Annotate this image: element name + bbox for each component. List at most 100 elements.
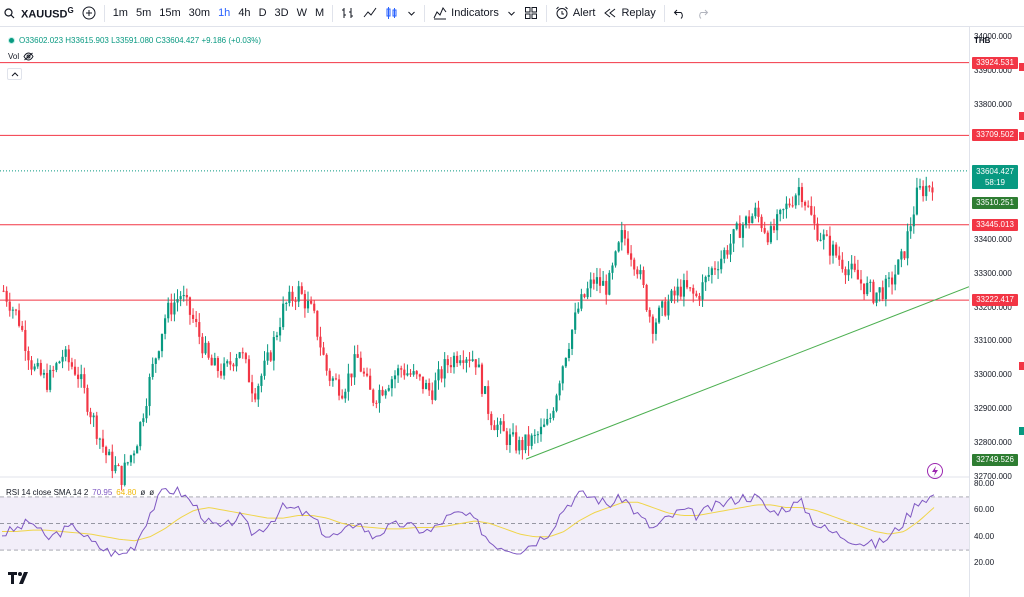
price-tick: 32800.000 (974, 437, 1012, 447)
candle-body (465, 359, 468, 363)
candle-body (191, 314, 195, 319)
collapse-legend-button[interactable] (7, 68, 22, 80)
candle-body (561, 366, 564, 384)
rsi-legend: RSI 14 close SMA 14 2 70.95 64.80 ø ø (6, 488, 154, 497)
candle-body (685, 280, 689, 288)
candle-body (570, 329, 574, 349)
candle-body (418, 374, 421, 377)
candle-body (707, 274, 710, 277)
candle-body (909, 226, 912, 232)
replay-button[interactable]: Replay (599, 0, 659, 27)
candle-body (558, 383, 561, 396)
candle-body (701, 282, 704, 300)
timeframe-1m[interactable]: 1m (112, 7, 128, 19)
candle-body (645, 284, 648, 311)
candle-body (751, 216, 754, 224)
candle-body (145, 406, 148, 419)
candle-body (198, 322, 201, 337)
candle-body (400, 368, 403, 370)
eye-off-icon[interactable] (23, 52, 34, 61)
candle-body (241, 352, 244, 354)
candle-body (536, 434, 539, 436)
grid-icon (524, 6, 538, 20)
candle-body (67, 349, 70, 363)
layouts-button[interactable] (520, 0, 542, 27)
price-scale[interactable]: THB 34000.00033900.00033800.00033700.000… (969, 27, 1024, 597)
currency-label[interactable]: THB (974, 36, 991, 45)
bar-style-button[interactable] (337, 0, 359, 27)
timeframe-3D[interactable]: 3D (274, 7, 289, 19)
plus-circle-icon (82, 6, 96, 20)
candle-body (17, 310, 21, 326)
timeframe-1h[interactable]: 1h (218, 7, 231, 19)
candle-body (226, 361, 229, 364)
timeframe-D[interactable]: D (258, 7, 267, 19)
candle-body (850, 263, 853, 270)
candle-body (639, 270, 642, 275)
candle-body (92, 415, 95, 418)
separator (545, 4, 547, 22)
candle-body (782, 209, 785, 211)
rsi-na-1: ø (140, 488, 146, 497)
candle-body (480, 364, 484, 394)
candle-body (266, 352, 269, 361)
price-chart[interactable] (0, 27, 969, 597)
rsi-na-2: ø (149, 488, 155, 497)
timeframe-5m[interactable]: 5m (135, 7, 152, 19)
rsi-sma-value: 64.80 (116, 488, 137, 497)
candle-body (325, 354, 328, 371)
timeframe-W[interactable]: W (296, 7, 307, 19)
candle-body (421, 376, 425, 390)
candle-body (148, 376, 151, 407)
candle-body (232, 364, 235, 367)
price-label-marker2: 32749.526 (972, 453, 1018, 466)
candle-style-button[interactable] (381, 0, 403, 27)
candle-body (61, 356, 64, 362)
candle-body (772, 226, 776, 231)
candle-body (598, 277, 602, 286)
candle-body (291, 291, 294, 301)
chart-type-dropdown[interactable] (403, 0, 420, 27)
candle-body (838, 255, 841, 260)
candle-body (667, 301, 670, 316)
price-tick: 34000.000 (974, 32, 1012, 42)
separator (332, 4, 334, 22)
candle-body (692, 287, 695, 294)
timeframe-30m[interactable]: 30m (188, 7, 211, 19)
candle-body (123, 462, 126, 485)
candle-body (521, 440, 524, 451)
redo-button[interactable] (691, 0, 713, 27)
timeframe-M[interactable]: M (314, 7, 325, 19)
candle-body (723, 250, 726, 259)
undo-button[interactable] (669, 0, 691, 27)
timeframe-4h[interactable]: 4h (238, 7, 251, 19)
candle-body (487, 386, 490, 414)
candle-body (922, 186, 925, 197)
line-style-button[interactable] (359, 0, 381, 27)
low-value: L33591.080 (111, 36, 154, 45)
compare-button[interactable] (78, 0, 100, 27)
indicators-dropdown[interactable] (503, 0, 520, 27)
price-tick: 33200.000 (974, 302, 1012, 312)
candle-body (713, 268, 717, 270)
symbol-search[interactable]: XAUUSDG (0, 0, 78, 27)
price-tick: 32900.000 (974, 404, 1012, 414)
alert-button[interactable]: Alert (551, 0, 600, 27)
candle-body (167, 302, 170, 319)
timeframe-15m[interactable]: 15m (159, 7, 181, 19)
candle-body (297, 286, 300, 302)
candle-body (362, 371, 366, 374)
candle-body (316, 310, 319, 337)
candle-body (779, 209, 782, 215)
candle-body (648, 310, 651, 317)
candle-body (223, 363, 226, 376)
candle-body (459, 360, 462, 364)
candle-body (282, 303, 285, 328)
candle-body (278, 327, 282, 336)
candle-body (45, 372, 49, 390)
lightning-icon[interactable] (927, 463, 943, 479)
indicators-button[interactable]: Indicators (429, 0, 503, 27)
candle-body (27, 351, 30, 361)
volume-legend: Vol (8, 52, 34, 61)
